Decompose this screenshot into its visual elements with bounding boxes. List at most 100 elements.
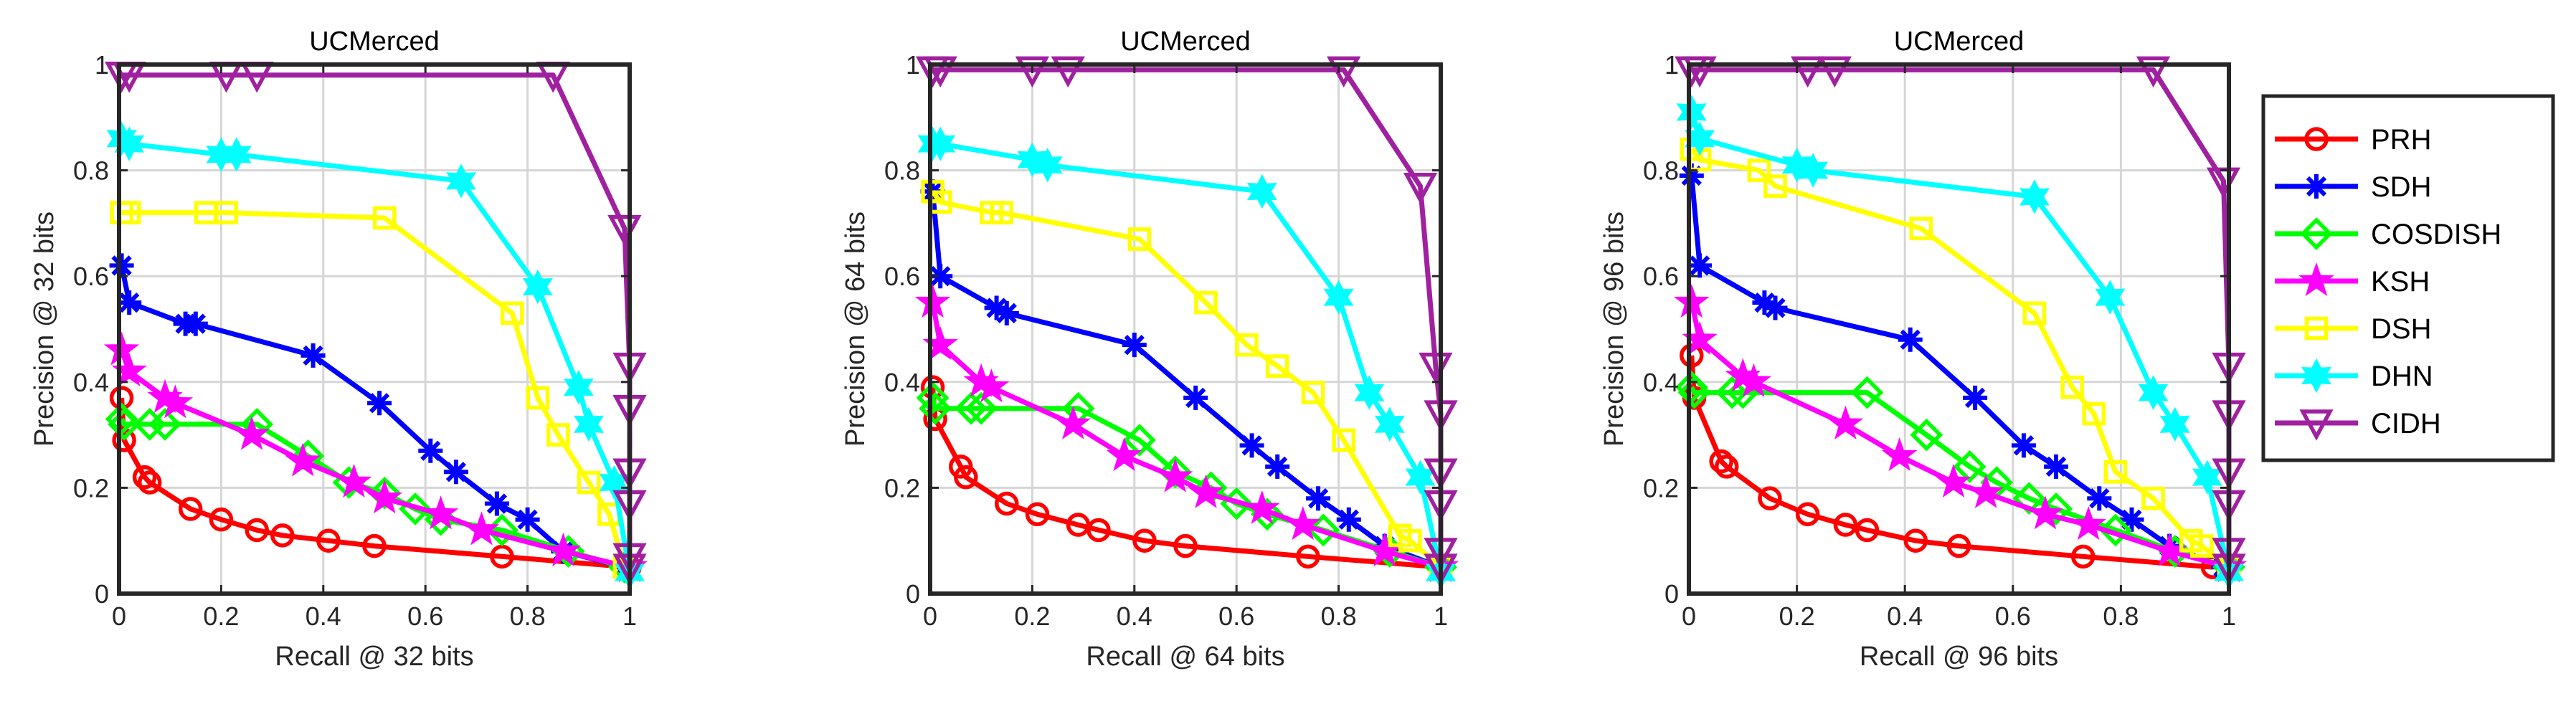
legend-entry-dsh: DSH xyxy=(2275,313,2431,345)
legend-marker-dhn xyxy=(2301,358,2331,394)
data-point-dsh xyxy=(1235,333,1259,357)
data-point-dsh xyxy=(1763,174,1787,199)
data-point-dsh xyxy=(2103,460,2128,484)
data-point-ksh xyxy=(1106,437,1142,472)
x-tick-label: 1 xyxy=(622,601,637,631)
data-point-dhn xyxy=(221,137,252,172)
data-point-cosdish xyxy=(368,476,402,510)
data-point-cosdish xyxy=(148,407,181,441)
data-point-dsh xyxy=(1127,227,1152,251)
data-point-cidh xyxy=(923,56,957,88)
data-point-dsh xyxy=(2141,486,2165,510)
data-point-cosdish xyxy=(133,407,166,441)
data-point-ksh xyxy=(1736,363,1772,397)
series-sdh xyxy=(1679,163,2236,580)
data-point-sdh xyxy=(117,290,142,315)
legend-entry-cosdish: COSDISH xyxy=(2275,217,2501,250)
chart-title: UCMerced xyxy=(309,27,440,57)
data-point-sdh xyxy=(1265,454,1290,479)
data-point-ksh xyxy=(422,495,459,530)
legend-label: PRH xyxy=(2371,124,2431,156)
data-point-sdh xyxy=(984,295,1009,320)
legend-label: COSDISH xyxy=(2371,219,2501,250)
chart-panel-1: 0 0.2 0.4 0.6 0.8 1 0 0.2 0.4 0.6 0.8 1 UCMerced Reca… xyxy=(29,27,648,672)
data-point-prh xyxy=(316,528,341,553)
data-point-dhn xyxy=(1323,280,1354,315)
data-point-ksh xyxy=(1244,490,1280,524)
data-point-prh xyxy=(362,533,387,558)
data-point-cosdish xyxy=(1677,376,1711,409)
data-point-sdh xyxy=(1306,486,1331,511)
series-ksh xyxy=(914,284,1459,583)
series-prh xyxy=(109,386,642,579)
data-point-dsh xyxy=(1747,158,1771,182)
data-point-cosdish xyxy=(1158,455,1192,489)
data-point-sdh xyxy=(515,507,540,532)
data-point-ksh xyxy=(914,284,951,318)
x-tick-label: 0.8 xyxy=(510,601,546,631)
data-point-sdh xyxy=(300,343,326,368)
data-point-dsh xyxy=(372,206,397,230)
x-tick-label: 0.8 xyxy=(1321,601,1357,631)
data-point-cidh xyxy=(1015,56,1050,88)
data-point-ksh xyxy=(366,480,402,514)
data-point-ksh xyxy=(973,368,1010,403)
data-point-sdh xyxy=(1679,163,1704,188)
data-point-dsh xyxy=(577,470,601,495)
data-point-sdh xyxy=(1687,253,1713,278)
series-line-dhn xyxy=(932,141,1444,574)
y-tick-label: 1 xyxy=(95,50,109,80)
data-point-sdh xyxy=(484,491,509,516)
data-point-sdh xyxy=(1752,290,1777,315)
data-point-cosdish xyxy=(1953,449,1987,483)
data-point-prh xyxy=(954,465,978,490)
data-point-sdh xyxy=(2044,454,2068,479)
x-tick-label: 0.2 xyxy=(1779,601,1815,631)
y-axis-label: Precision @ 32 bits xyxy=(29,211,60,447)
data-point-prh xyxy=(1833,513,1858,537)
y-tick-label: 0.2 xyxy=(884,473,920,503)
data-point-ksh xyxy=(234,416,270,450)
data-point-ksh xyxy=(336,463,372,498)
x-tick-label: 0 xyxy=(1682,601,1696,631)
series-line-prh xyxy=(119,397,630,570)
legend-marker-dsh xyxy=(2304,316,2329,341)
data-point-dhn xyxy=(1798,153,1829,188)
x-tick-label: 0 xyxy=(923,601,937,631)
data-point-dsh xyxy=(2190,534,2214,558)
data-point-cidh xyxy=(1682,56,1717,88)
data-point-dhn xyxy=(563,370,594,405)
data-point-dhn xyxy=(114,126,145,161)
data-point-cidh xyxy=(2136,56,2171,88)
data-point-cosdish xyxy=(1307,513,1340,547)
data-point-prh xyxy=(1709,449,1733,474)
data-point-prh xyxy=(1795,502,1820,527)
data-point-dsh xyxy=(546,423,570,447)
chart-title: UCMerced xyxy=(1894,27,2025,57)
data-point-ksh xyxy=(1188,474,1224,508)
data-point-sdh xyxy=(1963,385,1988,410)
y-tick-label: 0.8 xyxy=(1643,156,1679,186)
data-point-ksh xyxy=(2027,495,2063,530)
x-tick-label: 0.4 xyxy=(1117,601,1152,631)
data-point-cosdish xyxy=(108,407,141,441)
data-point-sdh xyxy=(367,391,392,416)
data-point-sdh xyxy=(1239,433,1264,458)
data-point-prh xyxy=(1855,518,1880,543)
data-point-dsh xyxy=(1398,528,1422,553)
y-tick-label: 0.8 xyxy=(73,156,109,186)
x-tick-label: 1 xyxy=(1434,601,1448,631)
data-point-prh xyxy=(270,523,295,548)
data-point-ksh xyxy=(285,442,321,477)
data-point-cosdish xyxy=(965,391,998,425)
series-prh xyxy=(1680,343,2225,579)
data-point-prh xyxy=(132,465,157,490)
legend-label: SDH xyxy=(2371,171,2431,203)
data-point-cidh xyxy=(1403,172,1438,204)
y-tick-label: 0.6 xyxy=(73,262,109,291)
y-tick-label: 1 xyxy=(1665,50,1679,80)
data-point-sdh xyxy=(2087,486,2112,511)
legend-marker-prh xyxy=(2304,127,2329,151)
legend-entry-dhn: DHN xyxy=(2275,358,2433,394)
